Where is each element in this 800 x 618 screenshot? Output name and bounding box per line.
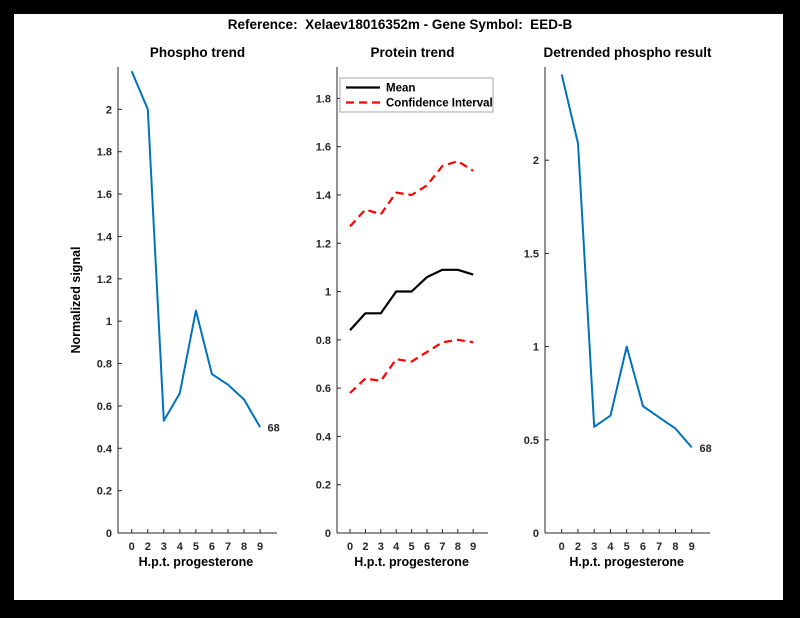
- x-axis-label-protein: H.p.t. progesterone: [354, 555, 469, 569]
- y-tick-label: 1.2: [316, 238, 331, 250]
- y-tick-label: 0.8: [97, 359, 112, 371]
- y-tick-label: 0.6: [316, 383, 331, 395]
- figure-title: Reference: Xelaev18016352m - Gene Symbol…: [227, 17, 573, 32]
- x-tick-label: 4: [177, 541, 184, 553]
- y-tick-label: 0: [106, 528, 112, 540]
- x-tick-label: 7: [439, 541, 445, 553]
- series-line-mean: [349, 268, 474, 331]
- y-tick-label: 1.6: [97, 189, 112, 201]
- subplot-title-detrended: Detrended phospho result: [543, 45, 712, 60]
- x-tick-label: 3: [591, 541, 597, 553]
- x-tick-label: 0: [129, 541, 135, 553]
- y-tick-label: 1: [106, 316, 112, 328]
- y-tick-label: 1: [533, 342, 539, 354]
- y-tick-label: 0.8: [316, 335, 331, 347]
- x-axis-label-detrended: H.p.t. progesterone: [569, 555, 684, 569]
- legend-label-mean: Mean: [386, 83, 415, 95]
- x-tick-label: 7: [225, 541, 231, 553]
- y-tick-label: 0.4: [316, 431, 332, 443]
- x-tick-label: 6: [640, 541, 646, 553]
- y-tick-label: 1.4: [316, 190, 332, 202]
- y-tick-label: 1: [325, 287, 331, 299]
- x-tick-label: 0: [347, 541, 353, 553]
- phospho-trend-plot: 00.20.40.60.811.21.41.61.820 2 3 4 5 6 7 8 9: [97, 67, 277, 553]
- y-tick-label: 1.8: [97, 147, 112, 159]
- x-tick-label: 2: [145, 541, 151, 553]
- y-tick-label: 1.5: [524, 248, 539, 260]
- y-tick-label: 0: [325, 528, 331, 540]
- y-tick-label: 1.6: [316, 142, 331, 154]
- x-tick-label: 2: [575, 541, 581, 553]
- x-tick-label: 4: [607, 541, 614, 553]
- x-tick-label: 7: [656, 541, 662, 553]
- y-tick-label: 1.2: [97, 274, 112, 286]
- x-tick-label: 5: [624, 541, 630, 553]
- subplot-title-phospho: Phospho trend: [150, 45, 245, 60]
- protein-trend-plot: 00.20.40.60.811.21.41.61.80 2 3 4 5 6 7 8 9: [316, 67, 488, 553]
- legend: Mean Confidence Interval: [339, 77, 494, 113]
- x-tick-label: 6: [209, 541, 215, 553]
- x-tick-label: 8: [241, 541, 247, 553]
- x-tick-label: 8: [455, 541, 461, 553]
- x-tick-label: 6: [424, 541, 430, 553]
- x-tick-label: 8: [672, 541, 678, 553]
- x-tick-label: 9: [689, 541, 695, 553]
- x-tick-label: 9: [257, 541, 263, 553]
- legend-label-confidence-interval: Confidence Interval: [386, 98, 493, 110]
- x-tick-label: 4: [393, 541, 400, 553]
- detrended-phospho-plot: 00.511.520 2 3 4 5 6 7 8 9: [524, 67, 710, 553]
- y-axis-label-normalized-signal: Normalized signal: [69, 247, 83, 354]
- series-line-confidence-interval-lower: [349, 338, 474, 394]
- legend-box: [339, 77, 494, 113]
- series-line-detrended-phospho-signal: [560, 74, 693, 448]
- y-tick-label: 0.2: [316, 480, 331, 492]
- y-tick-label: 0.2: [97, 486, 112, 498]
- y-tick-label: 1.4: [97, 231, 113, 243]
- x-tick-label: 0: [559, 541, 565, 553]
- y-tick-label: 0.6: [97, 401, 112, 413]
- series-line-phospho-signal: [130, 70, 261, 428]
- x-axis-label-phospho: H.p.t. progesterone: [139, 555, 254, 569]
- y-tick-label: 0.4: [97, 443, 113, 455]
- x-tick-label: 2: [362, 541, 368, 553]
- y-tick-label: 2: [106, 104, 112, 116]
- subplot-title-protein: Protein trend: [370, 45, 454, 60]
- x-tick-label: 3: [378, 541, 384, 553]
- x-tick-label: 3: [161, 541, 167, 553]
- y-tick-label: 0: [533, 528, 539, 540]
- series-line-confidence-interval-upper: [349, 160, 474, 228]
- x-tick-label: 5: [193, 541, 199, 553]
- end-point-label-detrended: 68: [700, 443, 712, 455]
- end-point-label-phospho: 68: [268, 423, 280, 435]
- x-tick-label: 9: [470, 541, 476, 553]
- y-tick-label: 2: [533, 155, 539, 167]
- x-tick-label: 5: [409, 541, 415, 553]
- y-tick-label: 1.8: [316, 93, 331, 105]
- y-tick-label: 0.5: [524, 435, 539, 447]
